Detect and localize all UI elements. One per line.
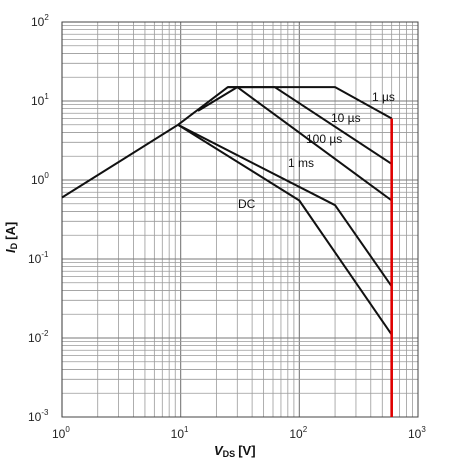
label-1us: 1 µs bbox=[372, 90, 395, 104]
y-axis-label: ID [A] bbox=[3, 222, 19, 253]
label-1ms: 1 ms bbox=[288, 156, 314, 170]
series-line-4 bbox=[177, 123, 393, 336]
series-line-2 bbox=[197, 86, 393, 202]
tick-labels: 100 101 102 103 10-3 10-2 10-1 100 101 102 bbox=[28, 13, 426, 441]
x-tick-label: 103 bbox=[408, 425, 426, 441]
y-tick-label: 10-1 bbox=[28, 250, 49, 266]
label-100us: 100 µs bbox=[306, 132, 342, 146]
y-tick-label: 10-3 bbox=[28, 408, 49, 424]
x-axis-label: VDS [V] bbox=[214, 443, 256, 459]
plot-frame bbox=[61, 21, 419, 418]
grid bbox=[61, 22, 418, 418]
series-layer bbox=[61, 86, 393, 417]
y-tick-label: 102 bbox=[31, 13, 49, 29]
y-tick-label: 101 bbox=[31, 92, 49, 108]
y-tick-label: 10-2 bbox=[28, 329, 49, 345]
label-dc: DC bbox=[238, 197, 256, 211]
x-tick-label: 101 bbox=[171, 425, 189, 441]
series-line-1 bbox=[227, 86, 393, 165]
x-axis-symbol: V bbox=[214, 443, 224, 458]
y-tick-label: 100 bbox=[31, 171, 49, 187]
x-axis-unit: [V] bbox=[238, 443, 255, 458]
label-10us: 10 µs bbox=[331, 111, 361, 125]
series-line-3 bbox=[177, 123, 393, 287]
y-axis-unit: [A] bbox=[3, 222, 18, 240]
x-tick-label: 102 bbox=[289, 425, 307, 441]
x-axis-subscript: DS bbox=[223, 449, 236, 459]
x-tick-label: 100 bbox=[52, 425, 70, 441]
y-axis-symbol: I bbox=[3, 249, 18, 253]
y-axis-subscript: D bbox=[9, 242, 19, 249]
